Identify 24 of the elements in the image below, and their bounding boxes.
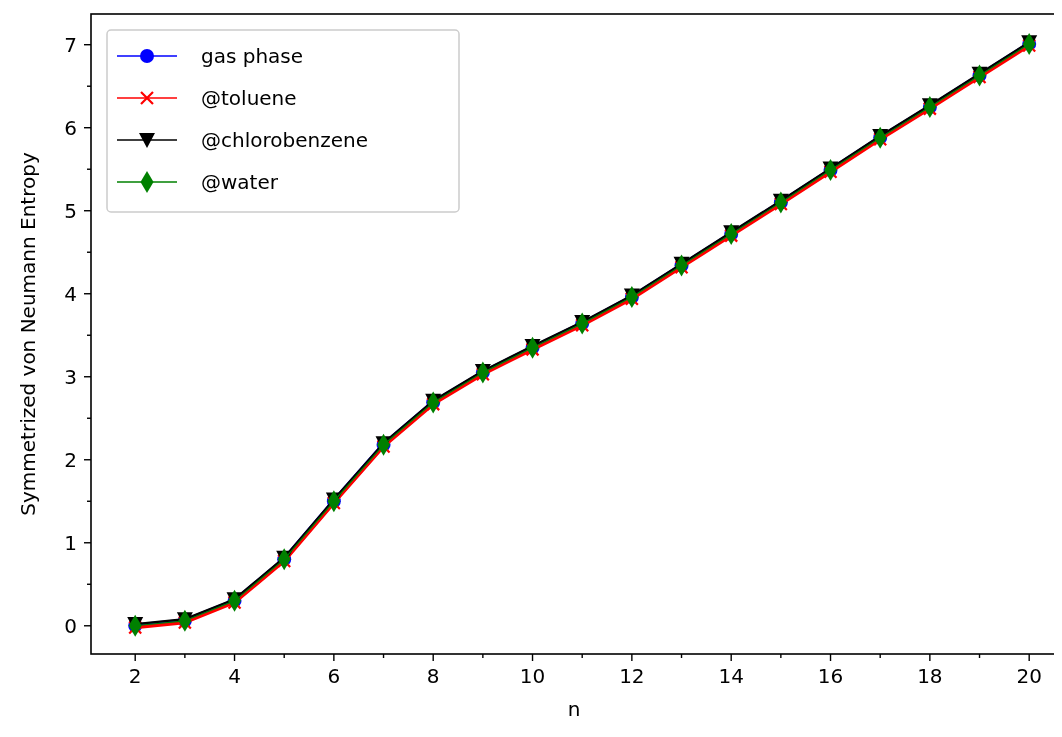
x-tick-label: 12 xyxy=(619,664,645,688)
x-tick-label: 2 xyxy=(128,664,142,688)
y-tick-label: 3 xyxy=(64,364,77,389)
x-tick-label: 20 xyxy=(1016,664,1042,688)
x-axis-title: n xyxy=(567,697,581,721)
y-tick-label: 5 xyxy=(64,198,77,223)
legend-label: gas phase xyxy=(201,44,304,68)
y-tick-label: 2 xyxy=(64,447,77,472)
y-tick-label: 6 xyxy=(64,115,77,140)
x-tick-label: 8 xyxy=(426,664,440,688)
y-tick-label: 0 xyxy=(64,613,77,638)
legend-label: @toluene xyxy=(201,86,297,110)
x-tick-label: 6 xyxy=(327,664,341,688)
x-tick-label: 4 xyxy=(228,664,241,688)
y-tick-label: 1 xyxy=(64,530,77,555)
y-axis-title: Symmetrized von Neumann Entropy xyxy=(16,152,40,516)
y-tick-label: 7 xyxy=(64,32,77,57)
x-tick-label: 16 xyxy=(817,664,844,688)
y-tick-label: 4 xyxy=(64,281,77,306)
x-tick-label: 14 xyxy=(718,664,744,688)
legend-label: @chlorobenzene xyxy=(201,128,368,152)
x-tick-label: 18 xyxy=(917,664,943,688)
x-tick-label: 10 xyxy=(519,664,546,688)
legend-label: @water xyxy=(201,170,279,194)
